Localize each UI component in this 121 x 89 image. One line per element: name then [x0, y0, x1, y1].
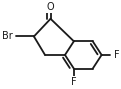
Text: Br: Br: [2, 32, 13, 41]
Text: O: O: [47, 2, 54, 12]
Text: F: F: [71, 77, 77, 87]
Text: F: F: [114, 50, 120, 60]
